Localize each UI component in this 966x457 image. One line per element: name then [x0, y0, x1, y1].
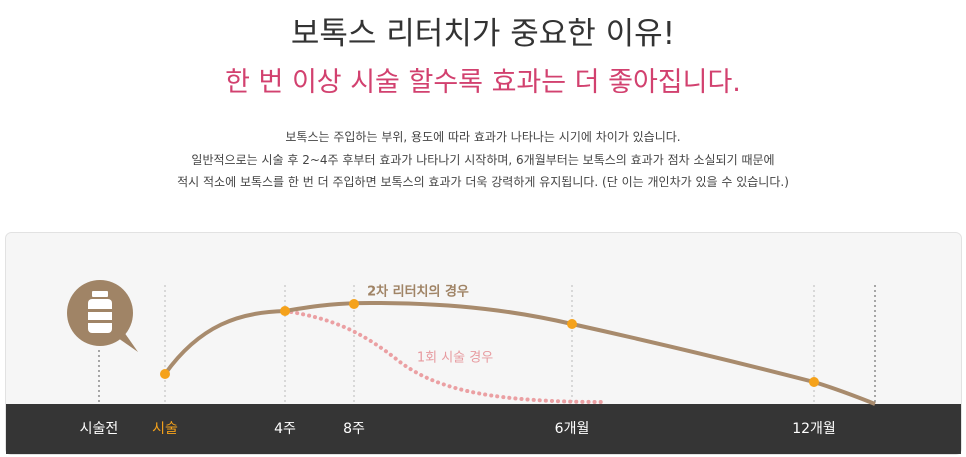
timeline-label: 4주 — [274, 421, 296, 437]
icon — [67, 280, 138, 352]
icon-stripe — [88, 309, 112, 312]
curve-label: 1회 시술 경우 — [417, 351, 493, 366]
single-curve — [283, 309, 607, 404]
description-line: 일반적으로는 시술 후 2~4주 후부터 효과가 나타나기 시작하며, 6개월부… — [191, 152, 775, 167]
point — [349, 299, 359, 309]
icon-tail — [118, 332, 138, 352]
description-line: 적시 적소에 보톡스를 한 번 더 주입하면 보톡스의 효과가 더욱 강력하게 … — [177, 175, 789, 189]
description: 보톡스는 주입하는 부위, 용도에 따라 효과가 나타나는 시기에 차이가 있습… — [0, 126, 966, 194]
point — [160, 369, 170, 379]
curve-label: 2차 리터치의 경우 — [367, 284, 469, 300]
points — [160, 299, 819, 387]
description-line: 보톡스는 주입하는 부위, 용도에 따라 효과가 나타나는 시기에 차이가 있습… — [285, 130, 681, 144]
point — [280, 306, 290, 316]
icon-cap — [92, 291, 108, 297]
guide-lines — [98, 285, 876, 404]
timeline-labels: 시술전 시술 4주 8주 6개월 12개월 — [80, 421, 836, 437]
icon-stripe — [88, 320, 112, 323]
icon-bottle — [88, 299, 112, 333]
timeline-label: 8주 — [343, 421, 365, 437]
point — [567, 319, 577, 329]
subtitle: 한 번 이상 시술 할수록 효과는 더 좋아집니다. — [225, 67, 741, 98]
timeline-label: 시술 — [152, 421, 178, 437]
timeline-label: 12개월 — [792, 421, 836, 437]
timeline-label: 6개월 — [555, 421, 590, 437]
point — [809, 377, 819, 387]
panel — [5, 232, 962, 455]
timeline-label: 시술전 — [80, 421, 119, 437]
timeline-bar — [6, 404, 961, 454]
title: 보톡스 리터치가 중요한 이유! — [290, 16, 676, 52]
